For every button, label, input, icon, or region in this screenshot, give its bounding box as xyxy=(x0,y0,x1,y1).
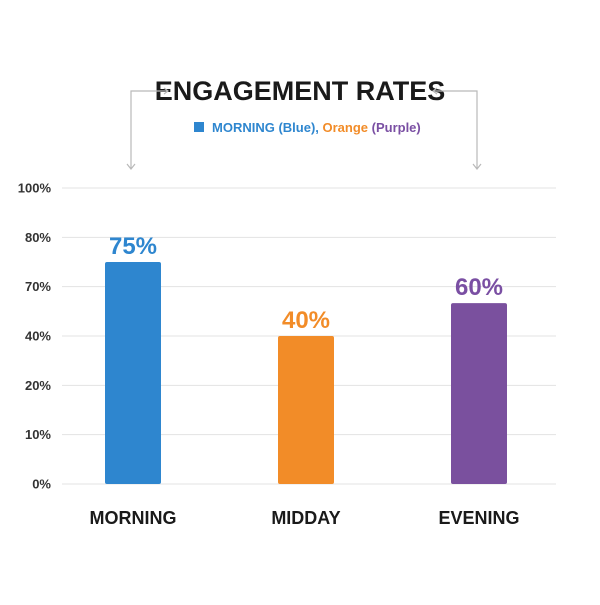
y-tick-label: 10% xyxy=(25,427,51,442)
y-tick-label: 0% xyxy=(32,477,51,492)
x-tick-label-morning: MORNING xyxy=(90,508,177,528)
legend-swatch xyxy=(194,122,204,132)
y-tick-label: 80% xyxy=(25,230,51,245)
y-axis-ticks: 100% 80% 70% 40% 20% 10% 0% xyxy=(18,181,52,492)
chart-title: ENGAGEMENT RATES xyxy=(155,76,446,106)
right-arrow-head-top xyxy=(432,87,438,95)
title-arrows xyxy=(126,87,482,170)
right-arrow xyxy=(433,90,478,168)
value-label-midday: 40% xyxy=(282,307,330,334)
value-labels: 75% 40% 60% xyxy=(109,233,503,334)
value-label-evening: 60% xyxy=(455,274,503,301)
legend-text: MORNING (Blue), Orange (Purple) xyxy=(212,120,421,135)
left-arrow-head-bottom xyxy=(126,163,136,170)
y-tick-label: 40% xyxy=(25,329,51,344)
bar-evening xyxy=(451,303,507,484)
y-tick-label: 70% xyxy=(25,279,51,294)
x-tick-label-midday: MIDDAY xyxy=(271,508,340,528)
x-tick-label-evening: EVENING xyxy=(438,508,519,528)
bar-morning xyxy=(105,262,161,484)
y-tick-label: 100% xyxy=(18,181,52,196)
right-arrow-head-bottom xyxy=(472,163,482,170)
value-label-morning: 75% xyxy=(109,233,157,260)
x-axis-ticks: MORNING MIDDAY EVENING xyxy=(90,508,520,528)
left-arrow-head-top xyxy=(163,87,169,95)
y-tick-label: 20% xyxy=(25,378,51,393)
bars xyxy=(105,262,507,484)
legend-part-orange: Orange xyxy=(323,120,372,135)
legend: MORNING (Blue), Orange (Purple) xyxy=(194,120,421,135)
left-arrow xyxy=(130,90,168,168)
legend-part-morning: MORNING (Blue), xyxy=(212,120,323,135)
legend-part-purple: (Purple) xyxy=(372,120,421,135)
bar-midday xyxy=(278,336,334,484)
